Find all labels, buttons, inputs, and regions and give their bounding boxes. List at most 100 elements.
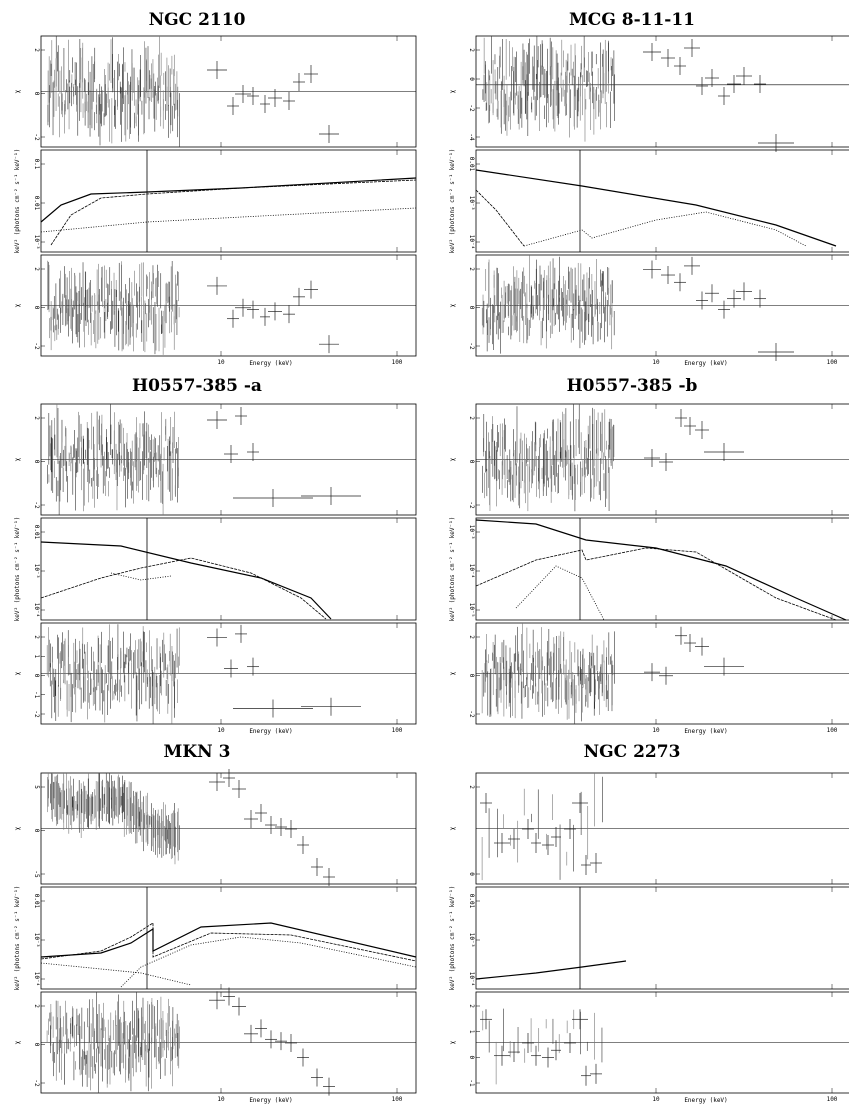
mid-frame xyxy=(40,149,417,253)
mid-ylabel: keV² (photons cm⁻² s⁻¹ keV⁻¹) xyxy=(449,149,456,254)
panel-title-h0557a: H0557-385 -a xyxy=(132,376,262,396)
panel-title-ngc2273: NGC 2273 xyxy=(583,742,681,762)
mid-ylabel: keV² (photons cm⁻² s⁻¹ keV⁻¹) xyxy=(14,149,21,254)
mid-ytick-label: 0.1 xyxy=(33,159,40,170)
mid-ytick-label: 0.01 xyxy=(33,525,40,540)
bot-ylabel: χ xyxy=(14,671,21,675)
panel-h0557a: 2 0 -2 χ 0.01 10⁻³ 10⁻⁴ keV² (photons cm⁻² s⁻¹ … xyxy=(14,403,417,735)
mid-frame xyxy=(40,517,417,621)
mid-ytick-label: 0.01 xyxy=(468,157,475,172)
x-tick-label: 100 xyxy=(392,359,403,366)
mid-ytick-label: 10⁻⁴ xyxy=(468,564,475,578)
top-ylabel: χ xyxy=(14,89,21,93)
bot-ytick-label: 2 xyxy=(33,1004,40,1008)
model-curve xyxy=(110,572,172,581)
bot-ytick-label: 0 xyxy=(33,674,40,678)
x-tick-label: 100 xyxy=(392,727,403,734)
mid-frame xyxy=(40,886,417,990)
model-curve xyxy=(475,519,847,621)
x-axis-label: Energy (keV) xyxy=(684,728,727,735)
mid-ytick-label: 10⁻⁴ xyxy=(468,972,475,986)
top-ylabel: χ xyxy=(449,457,456,461)
top-ytick-label: -2 xyxy=(33,501,40,509)
top-ytick-label: -4 xyxy=(468,133,475,141)
mid-ylabel: keV² (photons cm⁻² s⁻¹ keV⁻¹) xyxy=(449,517,456,622)
x-axis-label: Energy (keV) xyxy=(249,360,292,367)
top-ylabel: χ xyxy=(14,457,21,461)
panel-ngc2110: 2 0 -2 χ 0.1 0.01 10⁻³ keV² (photons cm⁻² s⁻¹ k… xyxy=(14,35,417,367)
x-tick-label: 10 xyxy=(652,1096,660,1103)
top-ylabel: χ xyxy=(449,826,456,830)
bot-ytick-label: 2 xyxy=(33,267,40,271)
mid-ytick-label: 10⁻⁴ xyxy=(33,603,40,617)
top-ytick-label: -5 xyxy=(33,870,40,878)
model-curve xyxy=(475,169,837,247)
model-curve xyxy=(475,189,525,247)
top-ytick-label: 0 xyxy=(33,460,40,464)
mid-ylabel: keV² (photons cm⁻² s⁻¹ keV⁻¹) xyxy=(14,517,21,622)
mid-ytick-label: 10⁻³ xyxy=(33,933,40,947)
mid-ytick-label: 0.01 xyxy=(33,894,40,909)
x-tick-label: 10 xyxy=(217,727,225,734)
top-ylabel: χ xyxy=(14,826,21,830)
top-ytick-label: 0 xyxy=(33,92,40,96)
top-ytick-label: 2 xyxy=(468,785,475,789)
mid-ytick-label: 10⁻³ xyxy=(468,933,475,947)
x-tick-label: 10 xyxy=(652,359,660,366)
model-curve xyxy=(40,557,327,620)
x-tick-label: 100 xyxy=(827,1096,838,1103)
bot-ytick-label: 0 xyxy=(33,1043,40,1047)
model-curve xyxy=(475,547,837,621)
mid-ytick-label: 10⁻³ xyxy=(468,196,475,210)
top-ytick-label: -2 xyxy=(468,104,475,112)
panel-h0557b: 2 0 -2 χ 10⁻³ 10⁻⁴ 10⁻⁵ keV² (photons cm⁻² s⁻¹ … xyxy=(449,403,849,735)
model-curve xyxy=(40,922,417,962)
mid-frame xyxy=(475,149,849,253)
bot-ylabel: χ xyxy=(449,303,456,307)
bot-ylabel: χ xyxy=(14,303,21,307)
model-curve xyxy=(515,565,605,621)
top-ytick-label: 5 xyxy=(33,785,40,789)
bot-ytick-label: 2 xyxy=(33,635,40,639)
mid-ytick-label: 10⁻³ xyxy=(468,525,475,539)
model-curve xyxy=(475,960,627,980)
bot-ytick-label: -2 xyxy=(33,710,40,718)
panel-title-h0557b: H0557-385 -b xyxy=(566,376,698,396)
mid-ytick-label: 10⁻⁴ xyxy=(33,972,40,986)
mid-ytick-label: 0.01 xyxy=(468,894,475,909)
x-tick-label: 100 xyxy=(827,359,838,366)
model-curve xyxy=(523,211,807,247)
top-ytick-label: 2 xyxy=(33,48,40,52)
mid-ytick-label: 10⁻³ xyxy=(33,564,40,578)
top-ytick-label: 2 xyxy=(468,48,475,52)
bot-ytick-label: -1 xyxy=(468,1079,475,1087)
top-ytick-label: 0 xyxy=(468,872,475,876)
bot-ytick-label: 0 xyxy=(33,306,40,310)
mid-ytick-label: 10⁻⁵ xyxy=(468,603,475,617)
bot-ytick-label: 0 xyxy=(468,1056,475,1060)
bot-ytick-label: -2 xyxy=(33,342,40,350)
top-ytick-label: 2 xyxy=(33,416,40,420)
x-axis-label: Energy (keV) xyxy=(684,360,727,367)
bot-ytick-label: -2 xyxy=(468,710,475,718)
top-ytick-label: -2 xyxy=(33,133,40,141)
mid-ytick-label: 10⁻⁴ xyxy=(468,235,475,249)
model-curve xyxy=(40,541,332,620)
top-ylabel: χ xyxy=(449,89,456,93)
model-curve xyxy=(40,207,417,233)
bot-ytick-label: 2 xyxy=(468,635,475,639)
bot-ytick-label: -1 xyxy=(33,691,40,699)
x-tick-label: 10 xyxy=(217,1096,225,1103)
bot-ytick-label: -2 xyxy=(468,342,475,350)
bot-ytick-label: 2 xyxy=(468,1004,475,1008)
mid-ytick-label: 10⁻³ xyxy=(33,235,40,249)
x-tick-label: 100 xyxy=(827,727,838,734)
x-tick-label: 100 xyxy=(392,1096,403,1103)
top-frame xyxy=(475,35,849,148)
panel-title-mkn3: MKN 3 xyxy=(163,742,231,762)
panel-mkn3: 5 0 -5 χ 0.01 10⁻³ 10⁻⁴ keV² (photons cm⁻² s⁻¹ … xyxy=(14,769,417,1104)
bot-ylabel: χ xyxy=(14,1040,21,1044)
panel-title-ngc2110: NGC 2110 xyxy=(148,10,246,30)
mid-frame xyxy=(475,886,849,990)
